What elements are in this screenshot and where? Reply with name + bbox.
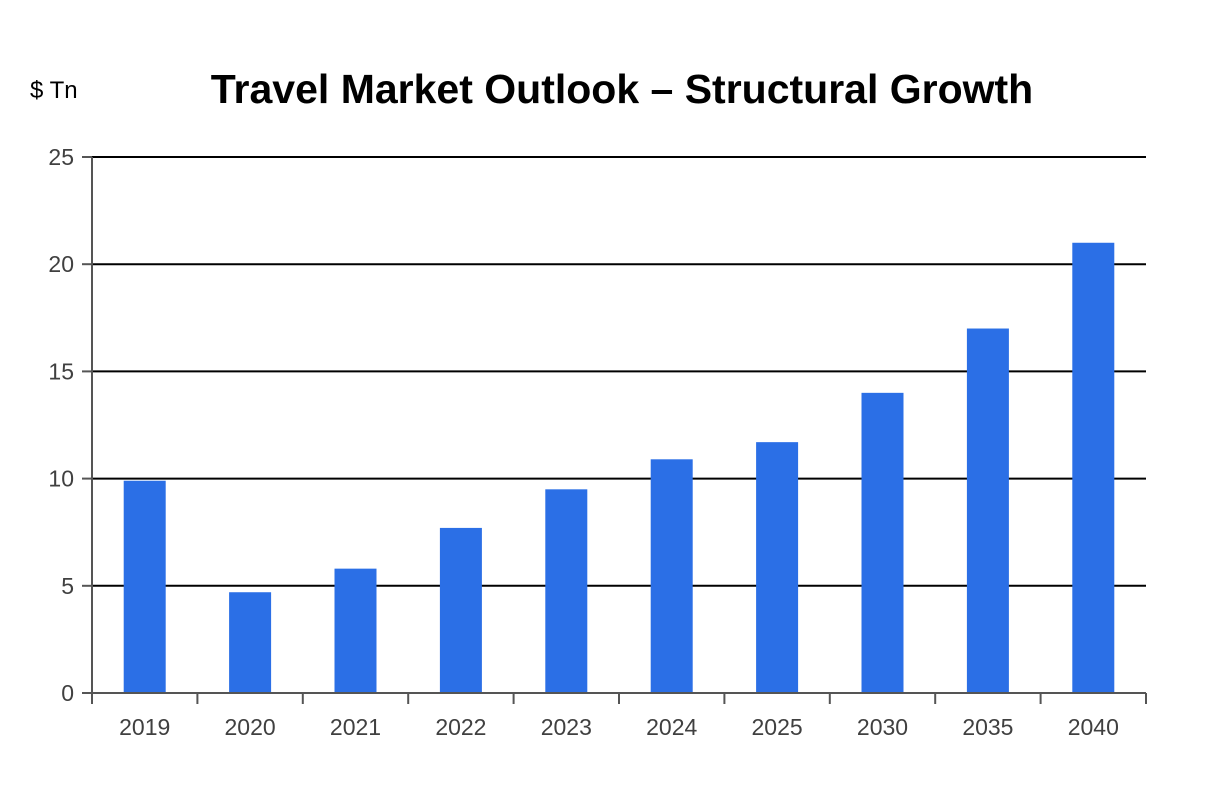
x-tick-label-2021: 2021 <box>330 714 381 740</box>
y-tick-label: 5 <box>61 573 74 599</box>
chart-title: Travel Market Outlook – Structural Growt… <box>210 66 1034 112</box>
bar-2040 <box>1072 242 1115 693</box>
bar-2019 <box>123 480 166 693</box>
y-tick-label: 15 <box>48 358 74 384</box>
x-tick-label-2035: 2035 <box>962 714 1013 740</box>
x-tick-label-2024: 2024 <box>646 714 697 740</box>
x-tick-label-2019: 2019 <box>119 714 170 740</box>
y-tick-label: 0 <box>61 680 74 706</box>
bar-2022 <box>439 527 482 693</box>
y-axis-unit-label: $ Tn <box>30 77 78 104</box>
bar-2030 <box>861 392 904 693</box>
x-tick-label-2030: 2030 <box>857 714 908 740</box>
y-tick-label: 25 <box>48 144 74 170</box>
bar-2021 <box>334 568 377 693</box>
bar-2020 <box>229 592 272 693</box>
bar-2024 <box>650 459 693 693</box>
x-tick-label-2020: 2020 <box>225 714 276 740</box>
axes <box>82 156 1147 704</box>
y-tick-label: 10 <box>48 466 74 492</box>
x-tick-label-2040: 2040 <box>1068 714 1119 740</box>
x-tick-label-2023: 2023 <box>541 714 592 740</box>
bar-2035 <box>966 328 1009 693</box>
x-tick-label-2025: 2025 <box>752 714 803 740</box>
bar-2023 <box>545 489 588 693</box>
bar-2025 <box>756 442 799 693</box>
bars <box>123 242 1115 693</box>
x-tick-label-2022: 2022 <box>435 714 486 740</box>
y-tick-label: 20 <box>48 251 74 277</box>
